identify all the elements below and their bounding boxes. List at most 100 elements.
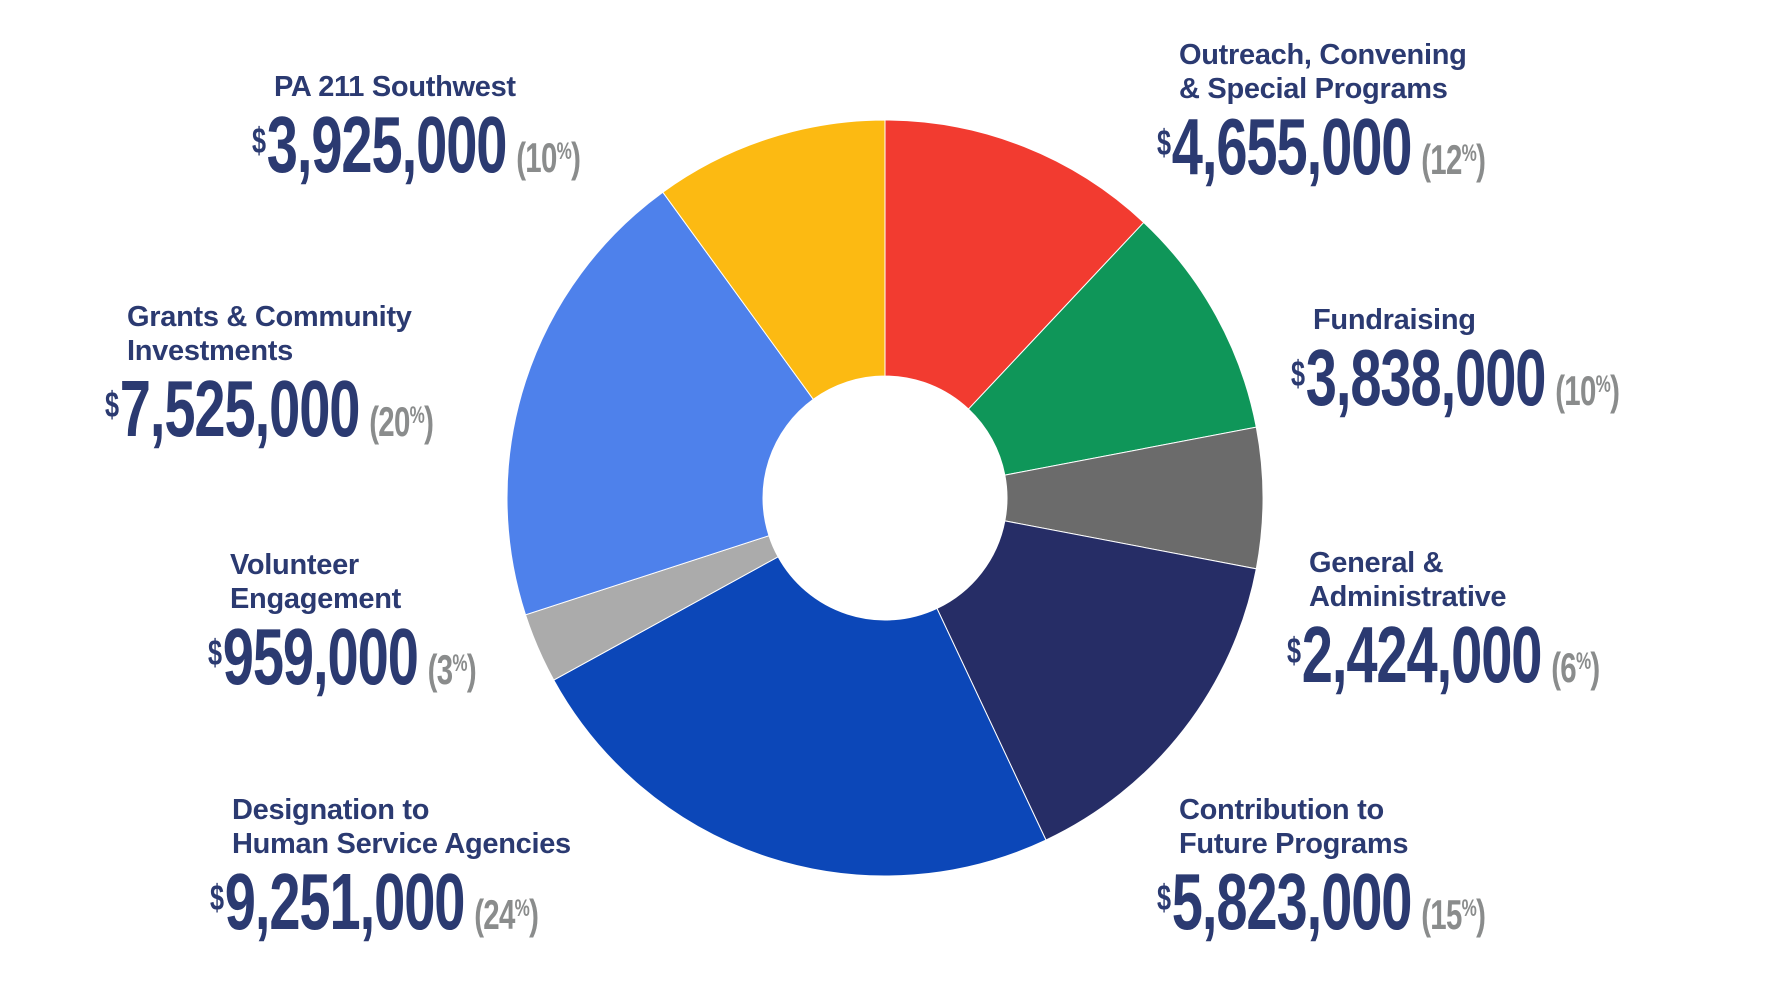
percent-badge: (10%) xyxy=(1555,360,1620,429)
percent-close-paren: ) xyxy=(1590,644,1600,691)
percent-close-paren: ) xyxy=(571,134,581,181)
donut-slice-pa-211-southwest xyxy=(662,119,886,400)
amount-value: 9,251,000 xyxy=(224,857,466,946)
percent-value: 10 xyxy=(525,134,557,181)
label-block-fundraising: Fundraising $3,838,000 (10%) xyxy=(1291,303,1760,429)
label-amount: $2,424,000 (6%) xyxy=(1287,610,1600,706)
label-title-line: Contribution to xyxy=(1179,794,1384,826)
percent-badge: (10%) xyxy=(516,127,581,196)
currency-symbol: $ xyxy=(1291,353,1306,394)
amount-value: 3,838,000 xyxy=(1305,333,1547,422)
label-title: Outreach, Convening & Special Programs xyxy=(1157,38,1626,106)
label-title: PA 211 Southwest xyxy=(252,70,721,104)
label-title-line: Engagement xyxy=(230,583,402,615)
percent-badge: (3%) xyxy=(427,639,477,708)
donut-slice-outreach-convening-special-programs xyxy=(884,119,1145,410)
currency-symbol: $ xyxy=(105,384,120,425)
percent-close-paren: ) xyxy=(1610,367,1620,414)
percent-open-paren: ( xyxy=(1421,891,1431,938)
percent-sign: % xyxy=(1575,648,1591,676)
label-title-line: Investments xyxy=(127,335,293,367)
percent-close-paren: ) xyxy=(1476,136,1486,183)
label-title: General & Administrative xyxy=(1287,546,1733,614)
label-title-line: Administrative xyxy=(1309,581,1507,613)
label-title: Grants & Community Investments xyxy=(105,300,574,368)
label-amount: $959,000 (3%) xyxy=(208,612,477,708)
currency-symbol: $ xyxy=(1157,122,1172,163)
amount-value: 7,525,000 xyxy=(119,364,361,453)
amount-value: 4,655,000 xyxy=(1171,102,1413,191)
amount-value: 5,823,000 xyxy=(1171,857,1413,946)
label-block-outreach-convening-special-programs: Outreach, Convening & Special Programs $4,… xyxy=(1157,38,1626,198)
percent-open-paren: ( xyxy=(1421,136,1431,183)
label-amount: $3,838,000 (10%) xyxy=(1291,333,1620,429)
percent-sign: % xyxy=(1461,140,1477,168)
percent-sign: % xyxy=(452,650,467,678)
percent-value: 12 xyxy=(1430,136,1462,183)
label-title-line: Designation to xyxy=(232,794,430,826)
percent-sign: % xyxy=(1461,895,1477,923)
percent-close-paren: ) xyxy=(529,891,539,938)
percent-value: 20 xyxy=(378,398,410,445)
percent-open-paren: ( xyxy=(427,646,438,693)
label-amount: $7,525,000 (20%) xyxy=(105,364,434,460)
label-amount: $9,251,000 (24%) xyxy=(210,857,539,953)
percent-open-paren: ( xyxy=(474,891,484,938)
currency-symbol: $ xyxy=(1157,877,1172,918)
percent-badge: (24%) xyxy=(474,884,539,953)
percent-value: 3 xyxy=(436,646,453,693)
percent-sign: % xyxy=(409,402,425,430)
amount-value: 2,424,000 xyxy=(1301,610,1543,699)
percent-badge: (12%) xyxy=(1421,129,1486,198)
percent-close-paren: ) xyxy=(466,646,477,693)
percent-badge: (6%) xyxy=(1551,637,1600,706)
currency-symbol: $ xyxy=(252,120,267,161)
label-title-line: Outreach, Convening xyxy=(1179,39,1467,71)
percent-open-paren: ( xyxy=(516,134,526,181)
percent-value: 6 xyxy=(1560,644,1576,691)
currency-symbol: $ xyxy=(208,632,223,673)
label-title: Contribution to Future Programs xyxy=(1157,793,1626,861)
percent-badge: (15%) xyxy=(1421,884,1486,953)
currency-symbol: $ xyxy=(1287,630,1302,671)
label-title: Volunteer Engagement xyxy=(208,548,591,616)
percent-close-paren: ) xyxy=(1476,891,1486,938)
label-title-line: General & xyxy=(1309,547,1444,579)
label-title-line: & Special Programs xyxy=(1179,73,1448,105)
percent-close-paren: ) xyxy=(424,398,434,445)
percent-sign: % xyxy=(556,138,572,166)
label-block-contribution-to-future-programs: Contribution to Future Programs $5,823,000… xyxy=(1157,793,1626,953)
label-title: Designation to Human Service Agencies xyxy=(210,793,679,861)
label-amount: $5,823,000 (15%) xyxy=(1157,857,1486,953)
percent-sign: % xyxy=(514,895,530,923)
percent-sign: % xyxy=(1595,371,1611,399)
label-amount: $3,925,000 (10%) xyxy=(252,100,581,196)
label-block-pa-211-southwest: PA 211 Southwest $3,925,000 (10%) xyxy=(252,70,721,196)
percent-open-paren: ( xyxy=(369,398,379,445)
label-title-line: PA 211 Southwest xyxy=(274,71,516,103)
label-amount: $4,655,000 (12%) xyxy=(1157,102,1486,198)
donut-slice-designation-to-human-service-agencies xyxy=(553,556,1047,877)
label-block-general-administrative: General & Administrative $2,424,000 (6%) xyxy=(1287,546,1733,706)
donut-slice-grants-community-investments xyxy=(506,191,814,616)
percent-open-paren: ( xyxy=(1551,644,1561,691)
donut-slice-contribution-to-future-programs xyxy=(936,520,1257,841)
donut-slice-fundraising xyxy=(967,221,1257,476)
percent-badge: (20%) xyxy=(369,391,434,460)
label-block-designation-to-human-service-agencies: Designation to Human Service Agencies $9,2… xyxy=(210,793,679,953)
amount-value: 959,000 xyxy=(222,612,419,701)
label-block-volunteer-engagement: Volunteer Engagement $959,000 (3%) xyxy=(208,548,591,708)
amount-value: 3,925,000 xyxy=(266,100,508,189)
percent-value: 10 xyxy=(1564,367,1596,414)
percent-open-paren: ( xyxy=(1555,367,1565,414)
percent-value: 24 xyxy=(483,891,515,938)
label-title-line: Fundraising xyxy=(1313,304,1476,336)
label-title: Fundraising xyxy=(1291,303,1760,337)
label-block-grants-community-investments: Grants & Community Investments $7,525,000(… xyxy=(105,300,574,460)
label-title-line: Grants & Community xyxy=(127,301,412,333)
label-title-line: Human Service Agencies xyxy=(232,828,571,860)
label-title-line: Future Programs xyxy=(1179,828,1409,860)
label-title-line: Volunteer xyxy=(230,549,359,581)
